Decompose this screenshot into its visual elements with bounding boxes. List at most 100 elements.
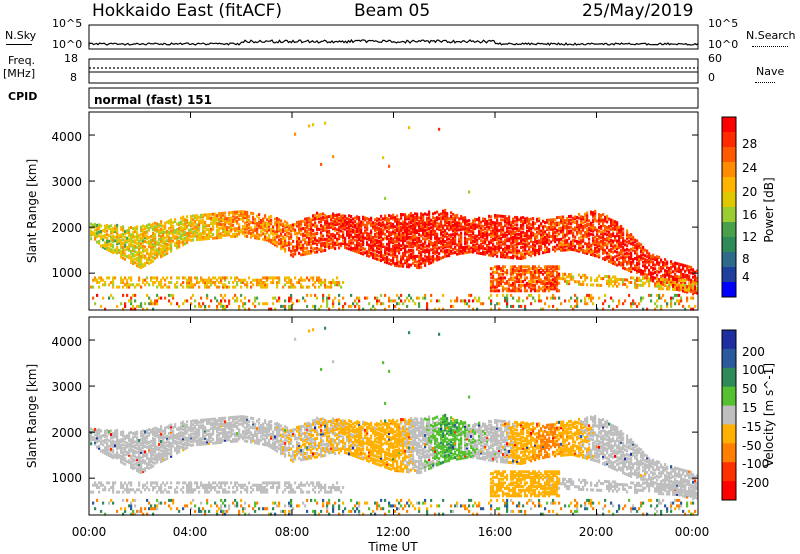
power-cell [436, 258, 439, 262]
power-cell [222, 217, 225, 221]
power-cell [190, 216, 193, 220]
power-cell [444, 229, 447, 233]
power-cell [276, 285, 279, 289]
power-cell [204, 231, 207, 235]
power-cell [422, 213, 425, 217]
power-cell [404, 244, 407, 248]
power-cell [448, 250, 451, 254]
power-cell [452, 216, 455, 220]
power-cell [112, 229, 115, 232]
power-cell [176, 281, 179, 284]
power-cell [134, 250, 137, 254]
power-cell [206, 215, 209, 219]
power-cell [166, 252, 169, 255]
power-cell [648, 257, 651, 261]
power-cell [424, 296, 427, 300]
power-cell [508, 226, 511, 230]
power-cell [674, 283, 677, 287]
power-cell [364, 229, 367, 233]
power-cell [220, 302, 223, 306]
power-cell [488, 249, 491, 253]
power-cell [300, 223, 303, 227]
power-cell [92, 231, 95, 235]
power-cell [288, 281, 291, 284]
power-cell [676, 262, 679, 266]
power-cell [514, 238, 517, 241]
power-cell [598, 240, 601, 244]
power-cell [460, 244, 463, 248]
power-cell [336, 241, 339, 245]
power-cell [440, 225, 443, 229]
power-cell [578, 223, 581, 227]
power-cell [550, 240, 553, 244]
power-cell [604, 217, 607, 221]
power-cell [652, 257, 655, 261]
power-cell [160, 255, 163, 259]
power-cell [666, 287, 669, 291]
power-cell [188, 238, 191, 242]
power-cell [592, 238, 595, 242]
power-cell [310, 231, 313, 235]
power-cell [448, 222, 451, 226]
power-cell [168, 239, 171, 243]
power-cell [384, 293, 387, 297]
power-cell [508, 250, 511, 254]
power-cell [112, 278, 115, 282]
power-cell [506, 252, 509, 256]
power-cell [515, 280, 519, 284]
power-cell [570, 304, 573, 308]
power-cell [96, 278, 99, 282]
power-cell [326, 296, 329, 300]
power-cell [236, 221, 239, 225]
power-cell [544, 237, 547, 241]
power-cell [464, 302, 467, 306]
power-cell [502, 235, 505, 239]
power-cell [292, 245, 295, 249]
power-cell [232, 285, 235, 289]
power-cell [242, 213, 245, 217]
power-cell [140, 262, 143, 266]
power-cell [552, 225, 555, 229]
power-cell [660, 304, 663, 308]
power-cell [458, 243, 461, 246]
power-cell [234, 210, 237, 214]
power-cell [322, 225, 325, 229]
power-cell [136, 304, 139, 308]
power-cell [444, 249, 447, 253]
power-cell [486, 243, 489, 247]
power-cell [604, 299, 607, 303]
power-cell [156, 276, 159, 280]
power-cell [510, 226, 513, 230]
power-cell [390, 225, 393, 229]
power-cell [606, 225, 609, 229]
power-cell [324, 281, 327, 284]
power-cell [682, 279, 685, 283]
power-cell [454, 240, 457, 244]
power-cell [600, 215, 603, 219]
power-cell [516, 254, 519, 258]
power-cell [264, 276, 267, 280]
power-cell [426, 255, 429, 259]
power-cell [324, 243, 327, 247]
power-cell [489, 280, 493, 284]
power-cell [584, 234, 587, 238]
power-cell [118, 239, 121, 243]
power-cell [144, 283, 147, 287]
power-cell [493, 278, 497, 282]
power-cell [112, 227, 115, 231]
power-cell [300, 227, 303, 231]
power-cell [418, 227, 421, 231]
power-cell [504, 231, 507, 235]
power-cell [292, 240, 295, 243]
power-cell [288, 285, 291, 289]
power-cell [358, 304, 361, 308]
power-cell [519, 280, 523, 284]
power-cell [360, 224, 363, 228]
power-cell [406, 222, 409, 226]
power-cell [456, 248, 459, 252]
power-cell [624, 252, 627, 256]
power-cell [630, 255, 633, 259]
power-cell [509, 267, 513, 271]
power-cell [562, 224, 565, 228]
power-cell [184, 223, 187, 227]
